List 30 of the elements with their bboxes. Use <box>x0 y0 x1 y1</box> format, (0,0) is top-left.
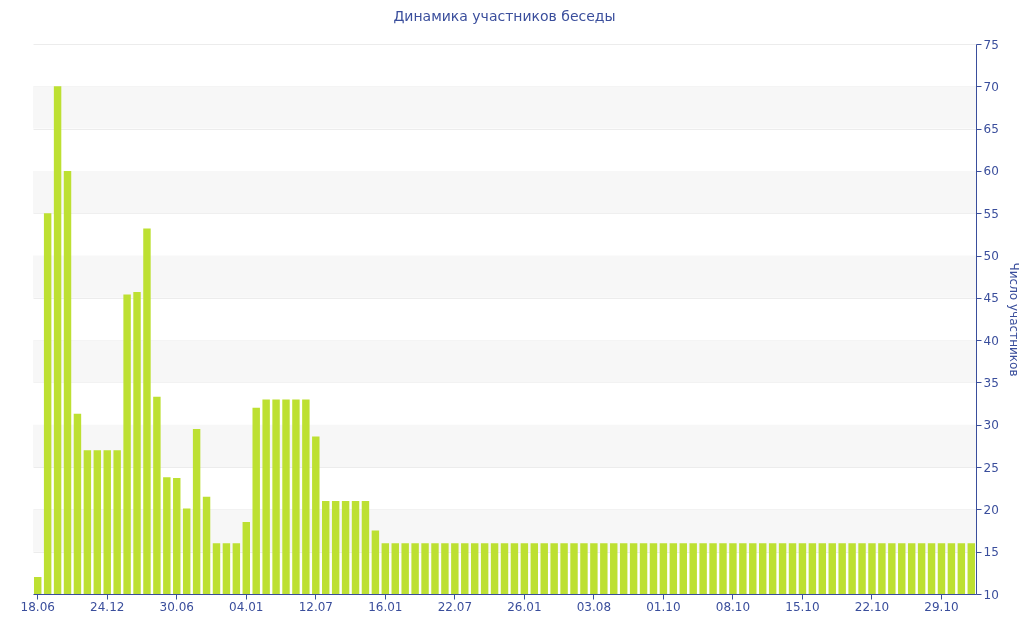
y-axis-title: Число участников <box>1006 262 1021 377</box>
chart-title: Динамика участников беседы <box>393 8 616 24</box>
y-tick-label: 55 <box>983 206 999 221</box>
y-tick-label: 15 <box>983 545 999 560</box>
y-tick-label: 25 <box>983 460 999 475</box>
x-tick-label: 04.01 <box>229 599 264 614</box>
y-tick-label: 10 <box>983 587 999 602</box>
y-tick-label: 35 <box>983 375 999 390</box>
x-tick-label: 26.01 <box>507 599 542 614</box>
x-tick-label: 30.06 <box>159 599 194 614</box>
y-tick-label: 65 <box>983 122 999 137</box>
x-tick-label: 22.07 <box>437 599 473 614</box>
x-tick-label: 15.10 <box>785 599 820 614</box>
x-tick-label: 24.12 <box>90 599 125 614</box>
x-tick-label: 16.01 <box>368 599 403 614</box>
x-tick-label: 12.07 <box>298 599 333 614</box>
x-tick-label: 18.06 <box>20 599 55 614</box>
x-tick-label: 22.10 <box>854 599 890 614</box>
y-tick-label: 40 <box>983 333 999 348</box>
y-tick-label: 45 <box>983 291 999 306</box>
y-tick-label: 20 <box>983 502 999 517</box>
y-tick-label: 50 <box>983 249 999 264</box>
y-tick-label: 70 <box>983 79 999 94</box>
y-tick-label: 75 <box>983 37 999 52</box>
x-tick-label: 01.10 <box>646 599 681 614</box>
x-tick-label: 29.10 <box>924 599 959 614</box>
x-tick-label: 08.10 <box>715 599 751 614</box>
y-tick-label: 60 <box>983 164 999 179</box>
y-tick-label: 30 <box>983 418 999 433</box>
x-tick-label: 03.08 <box>576 599 612 614</box>
